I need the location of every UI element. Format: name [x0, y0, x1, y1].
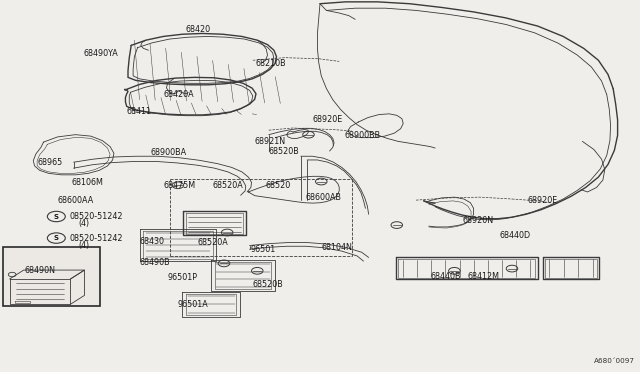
- Text: 68520A: 68520A: [212, 181, 243, 190]
- Text: 96501: 96501: [251, 245, 276, 254]
- Text: 68420: 68420: [186, 25, 211, 34]
- Text: 68475M: 68475M: [164, 181, 196, 190]
- Text: 68520B: 68520B: [253, 280, 284, 289]
- Text: 68411: 68411: [127, 107, 152, 116]
- Text: S: S: [54, 235, 59, 241]
- Text: 68440B: 68440B: [430, 272, 461, 281]
- Text: S: S: [54, 214, 59, 219]
- Text: 96501A: 96501A: [178, 300, 209, 309]
- Text: 68921N: 68921N: [255, 137, 286, 146]
- Text: (4): (4): [78, 241, 89, 250]
- Text: 68412M: 68412M: [467, 272, 499, 281]
- Text: 68920N: 68920N: [462, 216, 493, 225]
- Text: 68490YA: 68490YA: [83, 49, 118, 58]
- Text: 68520: 68520: [266, 181, 291, 190]
- Text: 08520-51242: 08520-51242: [69, 212, 123, 221]
- Text: (4): (4): [78, 219, 89, 228]
- Text: 68520A: 68520A: [197, 238, 228, 247]
- Text: 68920E: 68920E: [528, 196, 558, 205]
- Text: 68490N: 68490N: [24, 266, 55, 275]
- Bar: [3, 247, 100, 306]
- Text: A680´0097: A680´0097: [594, 358, 635, 364]
- Text: 68210B: 68210B: [256, 60, 287, 68]
- Text: 68106M: 68106M: [72, 178, 104, 187]
- Text: 68900BA: 68900BA: [150, 148, 186, 157]
- Text: 68900BB: 68900BB: [344, 131, 380, 140]
- Text: 68440D: 68440D: [499, 231, 531, 240]
- Text: 68600AB: 68600AB: [306, 193, 342, 202]
- Text: 08520-51242: 08520-51242: [69, 234, 123, 243]
- Text: 68520B: 68520B: [269, 147, 300, 156]
- Text: 68104N: 68104N: [321, 243, 352, 251]
- Text: 96501P: 96501P: [168, 273, 198, 282]
- Text: 68490B: 68490B: [140, 258, 170, 267]
- Text: 68920E: 68920E: [312, 115, 342, 124]
- Text: 68965: 68965: [37, 158, 62, 167]
- Text: 68430: 68430: [140, 237, 164, 246]
- Text: 68600AA: 68600AA: [58, 196, 94, 205]
- Text: 68420A: 68420A: [163, 90, 194, 99]
